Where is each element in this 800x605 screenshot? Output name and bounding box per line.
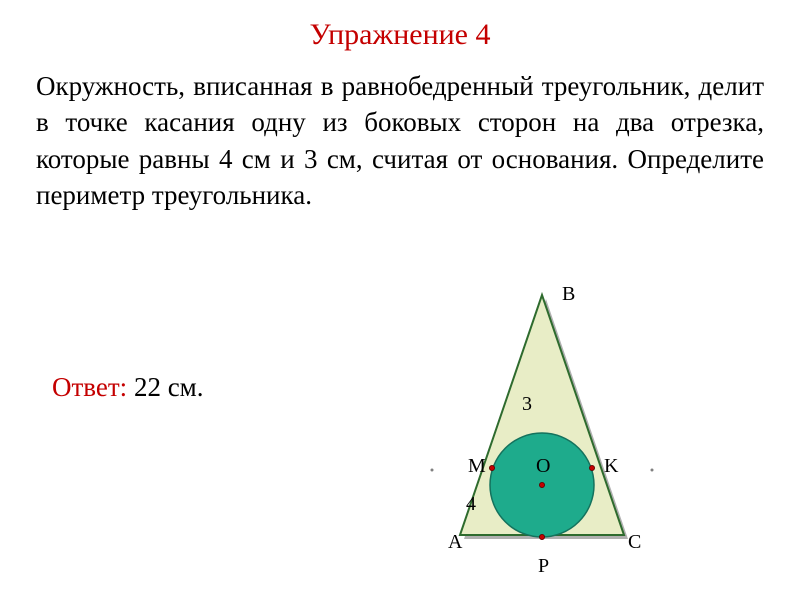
label-A: A xyxy=(448,531,463,553)
point-M xyxy=(489,465,494,470)
label-seg-4: 4 xyxy=(466,493,476,515)
geometry-diagram: A B C M K O P 3 4 xyxy=(370,280,690,600)
label-B: B xyxy=(562,283,575,305)
answer-value: 22 см. xyxy=(127,372,203,402)
label-seg-3: 3 xyxy=(522,393,532,415)
diagram-svg: A B C M K O P 3 4 xyxy=(370,280,690,600)
label-M: M xyxy=(468,455,486,477)
answer-label: Ответ: xyxy=(52,372,127,402)
point-P xyxy=(539,534,544,539)
point-K xyxy=(589,465,594,470)
tick-right xyxy=(651,469,654,472)
answer-line: Ответ: 22 см. xyxy=(52,372,204,403)
label-K: K xyxy=(604,455,619,477)
exercise-title: Упражнение 4 xyxy=(0,0,800,52)
label-P: P xyxy=(538,555,549,577)
label-O: O xyxy=(536,455,550,477)
label-C: C xyxy=(628,531,641,553)
center-point xyxy=(539,482,544,487)
tick-left xyxy=(431,469,434,472)
problem-text: Окружность, вписанная в равнобедренный т… xyxy=(0,52,800,214)
